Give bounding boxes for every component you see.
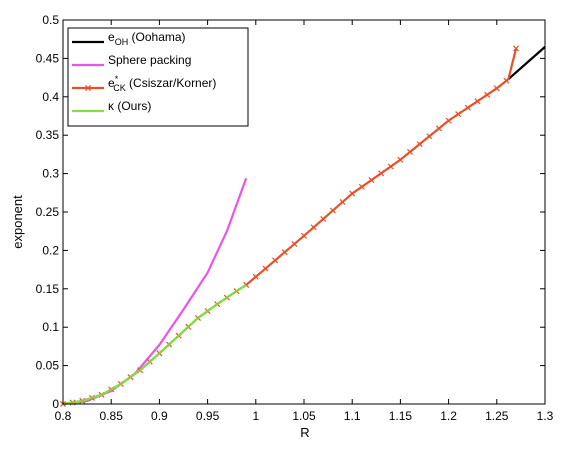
ck-marker-stroke	[368, 177, 375, 184]
legend-item-kappa: κ (Ours)	[72, 99, 151, 113]
ck-marker	[300, 232, 308, 239]
legend-label: κ (Ours)	[108, 99, 151, 113]
ck-marker-stroke	[493, 85, 500, 92]
y-tick-label: 0.1	[42, 320, 59, 334]
ck-marker-stroke	[397, 156, 404, 163]
ck-marker	[378, 170, 385, 177]
x-tick-label: 0.95	[196, 409, 220, 423]
series-line-oh	[507, 46, 546, 80]
x-axis-label: R	[300, 425, 309, 440]
x-tick-label: 1.15	[389, 409, 413, 423]
ck-marker	[291, 240, 298, 248]
ck-marker	[513, 45, 520, 52]
x-tick-label: 1.3	[537, 409, 554, 423]
ck-marker-stroke	[513, 45, 520, 52]
ck-marker-stroke	[435, 125, 442, 132]
ck-marker	[368, 177, 375, 184]
x-tick-label: 1.1	[344, 409, 361, 423]
legend-box	[67, 27, 249, 127]
ck-marker-stroke	[329, 207, 336, 214]
ck-marker	[435, 125, 442, 132]
y-tick-label: 0	[52, 397, 59, 411]
y-tick-label: 0.45	[36, 51, 60, 65]
y-tick-label: 0.4	[42, 90, 59, 104]
ck-marker	[252, 273, 259, 280]
legend-label: e* CK (Csiszar/Korner)	[108, 74, 216, 93]
ck-marker-stroke	[281, 249, 288, 256]
x-tick-label: 1.25	[485, 409, 509, 423]
legend-item-oh: eOH (Oohama)	[72, 30, 186, 47]
ck-marker	[464, 104, 471, 111]
ck-marker	[416, 141, 423, 148]
ck-marker-stroke	[320, 215, 327, 222]
ck-marker-stroke	[300, 232, 308, 239]
ck-marker	[407, 148, 414, 155]
ck-marker	[426, 133, 433, 140]
ck-marker	[503, 77, 510, 84]
ck-marker	[358, 183, 365, 190]
y-tick-label: 0.3	[42, 167, 59, 181]
ck-marker	[445, 117, 452, 124]
legend-marker	[84, 84, 92, 92]
ck-marker	[493, 85, 500, 92]
ck-marker	[397, 156, 404, 163]
ck-marker-stroke	[474, 98, 481, 105]
series-line-sphere	[62, 177, 248, 406]
ck-marker	[484, 91, 491, 98]
x-tick-label: 1	[252, 409, 259, 423]
axes: 0.8 0.85 0.9 0.95 1 1.05 1.1 1.15 1.2 1.25 1.3 0 0.0…	[36, 13, 554, 423]
series-layer	[59, 45, 546, 408]
ck-marker-stroke	[272, 257, 279, 264]
ck-marker-stroke	[407, 148, 414, 155]
ck-marker	[320, 215, 327, 222]
ck-marker-stroke	[291, 240, 298, 248]
ck-marker	[349, 190, 356, 197]
ck-marker	[474, 98, 481, 105]
legend-label: Sphere packing	[108, 53, 191, 67]
series-line-kappa-overlay	[62, 284, 247, 406]
y-axis-label: exponent	[10, 195, 25, 249]
ck-marker	[310, 224, 317, 231]
legend-item-sphere: Sphere packing	[72, 53, 191, 67]
y-tick-label: 0.25	[36, 205, 60, 219]
ck-marker-stroke	[349, 190, 356, 197]
y-tick-label: 0.05	[36, 359, 60, 373]
y-tick-label: 0.2	[42, 243, 59, 257]
ck-marker	[262, 265, 269, 272]
ck-marker-stroke	[310, 224, 317, 231]
ck-marker-stroke	[339, 198, 346, 206]
ck-marker-stroke	[464, 104, 471, 111]
ck-marker-stroke	[378, 170, 385, 177]
ck-marker-stroke	[252, 273, 259, 280]
y-tick-label: 0.15	[36, 282, 60, 296]
ck-marker	[281, 249, 288, 256]
y-tick-label: 0.5	[42, 13, 59, 27]
x-tick-label: 1.05	[292, 409, 316, 423]
ck-marker-stroke	[358, 183, 365, 190]
y-tick-label: 0.35	[36, 128, 60, 142]
ck-marker	[387, 163, 394, 170]
x-tick-label: 0.8	[55, 409, 72, 423]
ck-marker	[339, 198, 346, 206]
legend-item-ck: e* CK (Csiszar/Korner)	[72, 74, 216, 93]
x-tick-label: 0.9	[151, 409, 168, 423]
ck-marker-stroke	[503, 77, 510, 84]
legend: eOH (Oohama) Sphere packing e* CK (Csiszar/…	[67, 27, 249, 127]
ck-marker-stroke	[416, 141, 423, 148]
ck-marker-stroke	[426, 133, 433, 140]
legend-label: eOH (Oohama)	[108, 30, 186, 47]
ck-marker-stroke	[387, 163, 394, 170]
ck-marker	[329, 207, 336, 214]
ck-marker	[272, 257, 279, 264]
ck-marker-stroke	[455, 111, 462, 118]
ck-marker-stroke	[262, 265, 269, 272]
ck-marker-stroke	[445, 117, 452, 124]
ck-marker	[455, 111, 462, 118]
ck-marker-stroke	[484, 91, 491, 98]
x-tick-label: 1.2	[440, 409, 457, 423]
x-tick-label: 0.85	[100, 409, 124, 423]
